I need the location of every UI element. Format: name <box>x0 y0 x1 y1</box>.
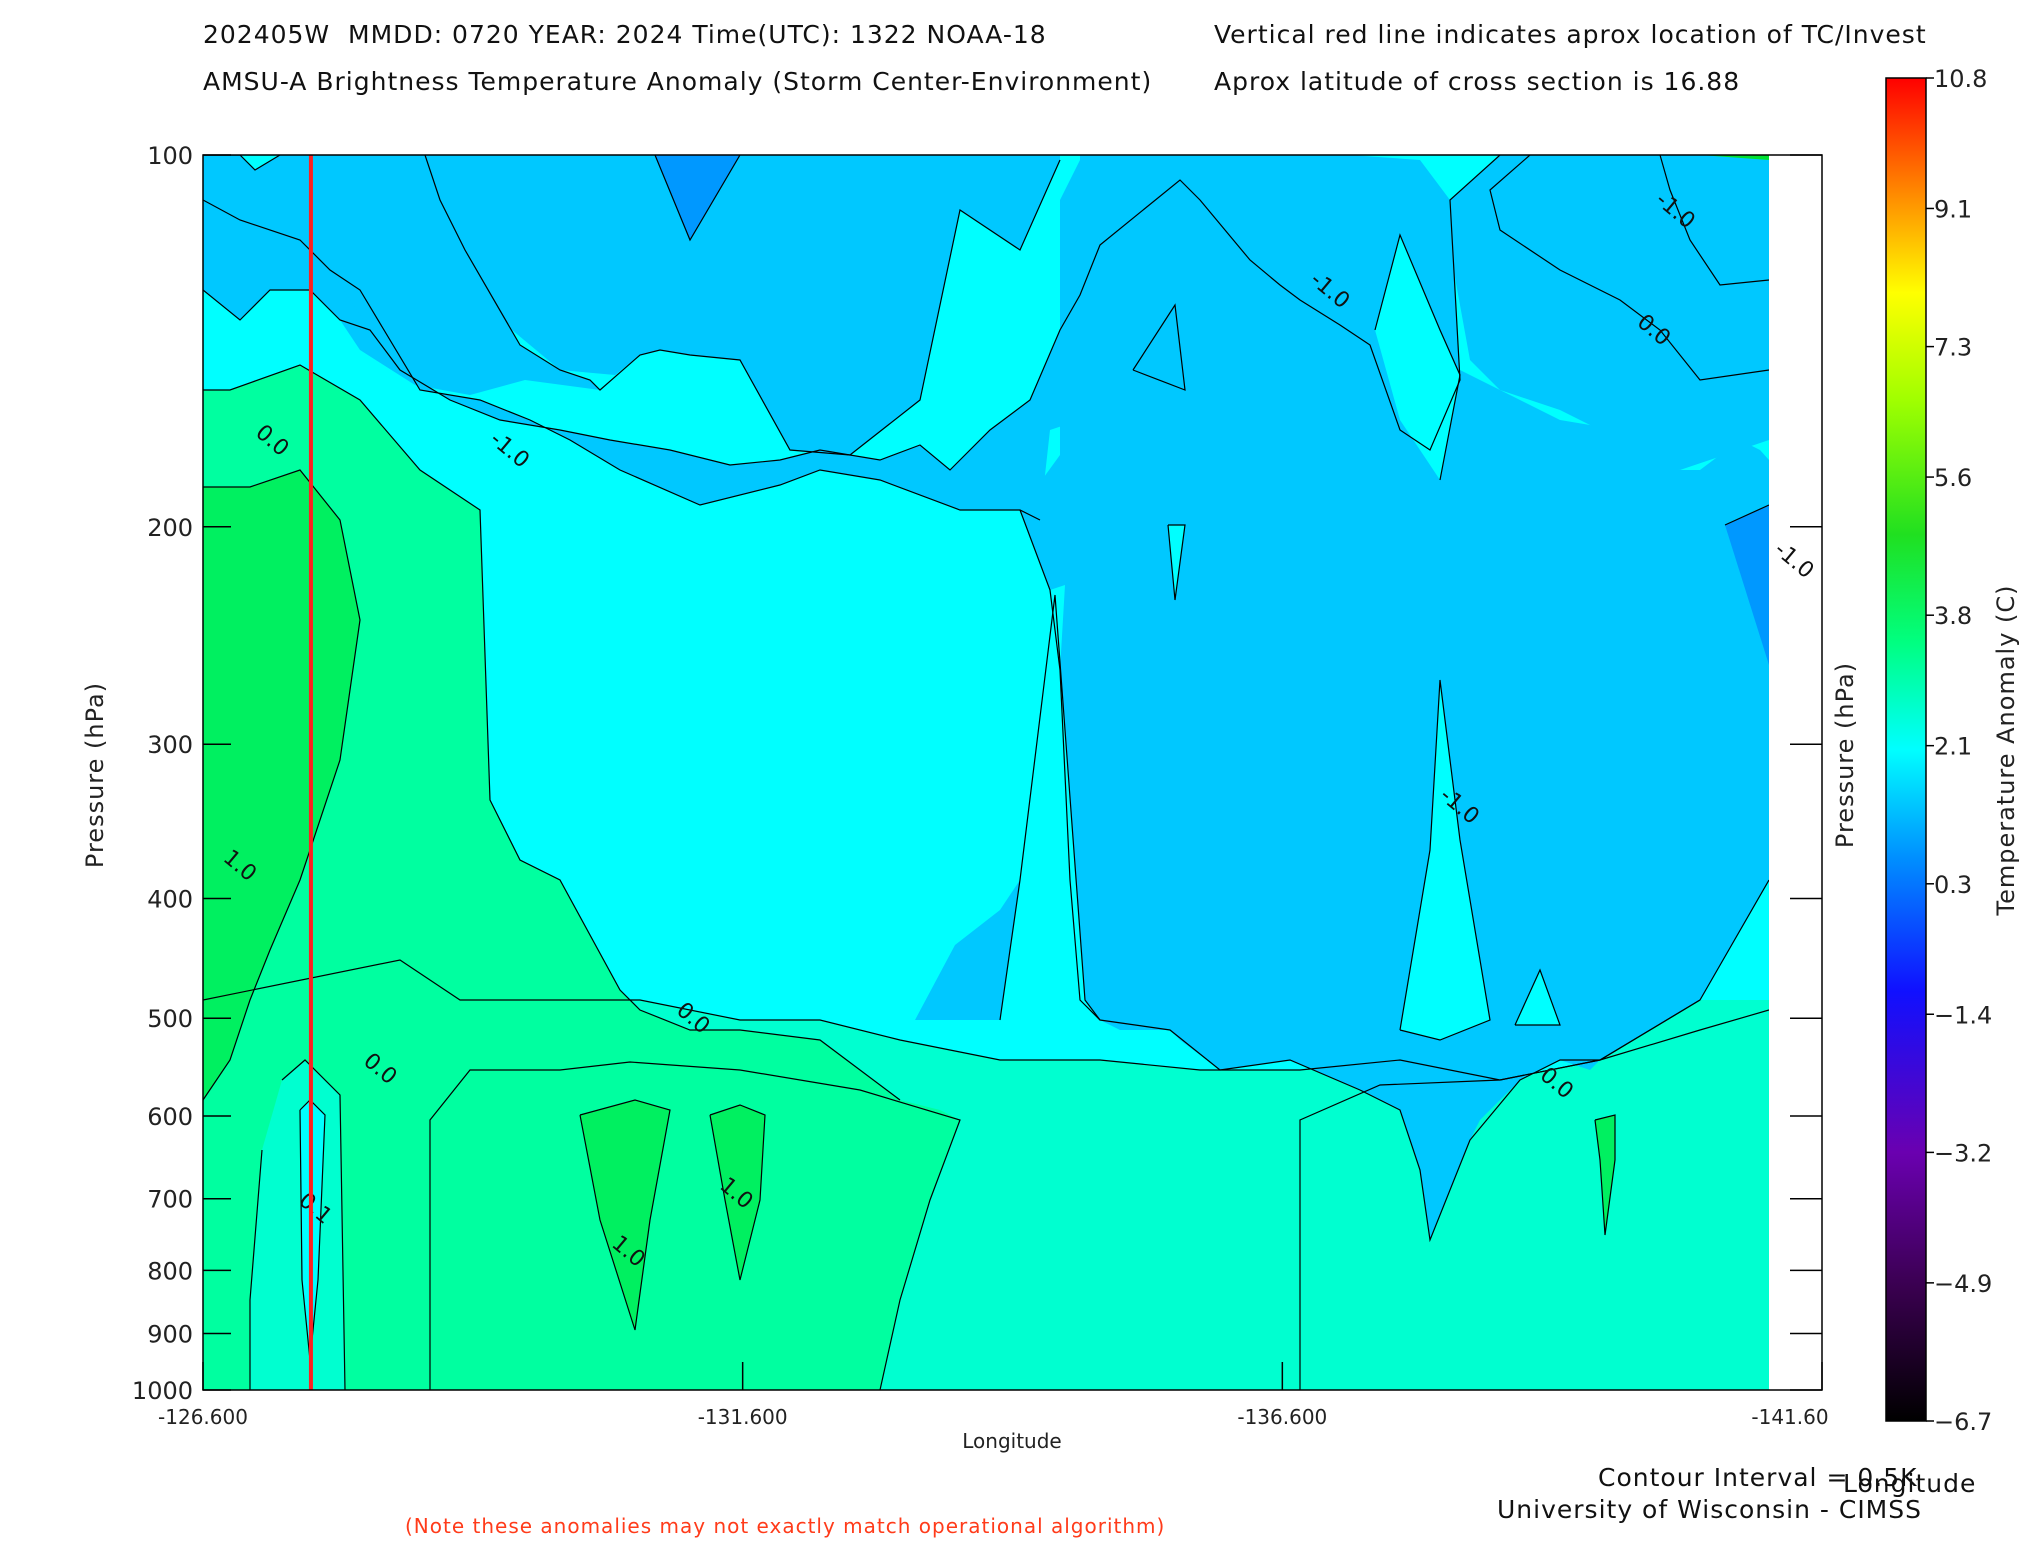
colorbar-tick-label: 7.3 <box>1934 334 1972 362</box>
contour-line-3 <box>424 155 1061 456</box>
contour-line-21 <box>281 1059 346 1390</box>
contour-line-2 <box>203 364 901 1101</box>
contour-region-upper-left-cool <box>203 155 600 395</box>
colorbar-tick-label: 9.1 <box>1934 195 1972 223</box>
y-tick-label-500: 500 <box>147 1005 193 1033</box>
contour-line-19 <box>1167 524 1186 601</box>
colorbar-tick-label: 3.8 <box>1934 602 1972 630</box>
y-tick-label-900: 900 <box>147 1320 193 1348</box>
algorithm-note: (Note these anomalies may not exactly ma… <box>405 1514 1166 1538</box>
colorbar-tick-label: 5.6 <box>1934 464 1972 492</box>
header-line2-left: AMSU-A Brightness Temperature Anomaly (S… <box>203 67 1153 96</box>
contour-lines <box>203 155 1769 1390</box>
colorbar-tick-label: 10.8 <box>1934 65 1987 93</box>
contour-line-15 <box>709 1104 766 1281</box>
x-tick-label--131.600: -131.600 <box>698 1405 788 1429</box>
colorbar: 10.8 9.1 7.3 5.6 3.8 2.1 0.3 −1.4 −3.2 −4.9 −6.7 T… <box>1885 65 2020 1436</box>
colorbar-tick-label: −4.9 <box>1934 1270 1992 1298</box>
contour-interval-text: Contour Interval = 0.5K <box>1598 1463 1918 1492</box>
colorbar-axis-title: Longitude <box>1843 1469 1977 1498</box>
contour-region-deep-cool-left <box>1133 305 1185 390</box>
y-tick-label-200: 200 <box>147 514 193 542</box>
institution-text: University of Wisconsin - CIMSS <box>1497 1495 1922 1524</box>
contour-line-20 <box>1724 504 1769 526</box>
colorbar-tick-label: 0.3 <box>1934 871 1972 899</box>
header-line1-right: Vertical red line indicates aprox locati… <box>1214 20 1927 49</box>
contour-line-16 <box>1374 233 1461 481</box>
contour-line-26 <box>203 155 281 171</box>
contour-line-12 <box>1489 155 1769 381</box>
contour-line-13 <box>1659 155 1769 286</box>
colorbar-tick-label: −3.2 <box>1934 1139 1992 1167</box>
y-tick-label-700: 700 <box>147 1186 193 1214</box>
contour-line-6 <box>429 1061 961 1390</box>
header-line1-left: 202405W MMDD: 0720 YEAR: 2024 Time(UTC):… <box>203 20 1047 49</box>
contour-region-lower-warm <box>430 1062 960 1390</box>
colorbar-tick-label: −1.4 <box>1934 1001 1992 1029</box>
y-axis: 100 200 300 400 500 600 700 800 900 1000 <box>132 142 231 1405</box>
contour-region-lower-green <box>580 1100 670 1330</box>
contour-line-14 <box>579 1099 671 1331</box>
colorbar-tick-label: −6.7 <box>1934 1408 1992 1436</box>
contour-line-18 <box>1132 303 1186 391</box>
contour-region-deep-cool-left-2 <box>1168 525 1185 600</box>
x-tick-label--141.60: -141.60 <box>1751 1405 1828 1429</box>
contour-line-11 <box>1019 509 1701 1243</box>
contour-region-left-green <box>203 470 360 1100</box>
contour-region-cyan-pocket <box>1515 970 1560 1025</box>
colorbar-tick-label: 2.1 <box>1934 733 1972 761</box>
contour-line-24 <box>1514 968 1561 1026</box>
y-tick-label-100: 100 <box>147 142 193 170</box>
x-axis: -126.600 -131.600 -136.600 -141.60 <box>158 1362 1829 1429</box>
contour-region-cyan-pocket-2 <box>1375 235 1460 480</box>
y-axis-right-title: Pressure (hPa) <box>1831 662 1859 848</box>
y-tick-label-1000: 1000 <box>132 1377 193 1405</box>
y-tick-label-300: 300 <box>147 731 193 759</box>
contour-field <box>203 155 1822 1390</box>
contour-line-8 <box>203 469 361 1101</box>
contour-line-17 <box>654 155 741 242</box>
y-tick-label-600: 600 <box>147 1103 193 1131</box>
y-axis-title: Pressure (hPa) <box>81 682 109 868</box>
contour-line-10 <box>1399 679 1491 1041</box>
y-tick-label-800: 800 <box>147 1257 193 1285</box>
y-axis-right <box>1790 154 1822 1391</box>
contour-region-nodata-right <box>1769 155 1822 1390</box>
plot-frame <box>202 154 1823 1391</box>
contour-line-4 <box>203 199 1041 521</box>
contour-region-low-cool-lobe <box>915 880 1020 1020</box>
contour-line-7 <box>1299 1009 1769 1390</box>
contour-region-cyan-spike-2 <box>1400 680 1490 1040</box>
contour-region-right-cool <box>1020 155 1769 1240</box>
contour-region-deep-cool-right <box>1725 505 1769 665</box>
contour-line-25 <box>1594 1114 1616 1236</box>
contour-line-22 <box>249 1149 263 1390</box>
contour-region-cyan-spike <box>1000 595 1100 1020</box>
y-tick-label-400: 400 <box>147 886 193 914</box>
contour-label: -1.0 <box>1769 537 1818 584</box>
contour-region-cyan-top-gap <box>1060 155 1080 200</box>
colorbar-title: Temperature Anomaly (C) <box>1992 584 2020 916</box>
contour-region-lower-green-2 <box>710 1105 765 1280</box>
colorbar-ticks: 10.8 9.1 7.3 5.6 3.8 2.1 0.3 −1.4 −3.2 −4.9 −6.7 <box>1926 65 1992 1436</box>
colorbar-gradient <box>1885 77 1927 1422</box>
x-tick-label--136.600: -136.600 <box>1237 1405 1327 1429</box>
contour-region-right-green <box>1595 1115 1615 1235</box>
x-tick-label--126.600: -126.600 <box>158 1405 248 1429</box>
header-line2-right: Aprox latitude of cross section is 16.88 <box>1214 67 1741 96</box>
contour-region-deep-cool-top <box>655 155 740 240</box>
x-axis-title: Longitude <box>962 1429 1061 1453</box>
contour-line-9 <box>999 594 1101 1021</box>
contour-line-1 <box>203 155 1501 471</box>
contour-region-top-cool <box>425 155 1060 455</box>
